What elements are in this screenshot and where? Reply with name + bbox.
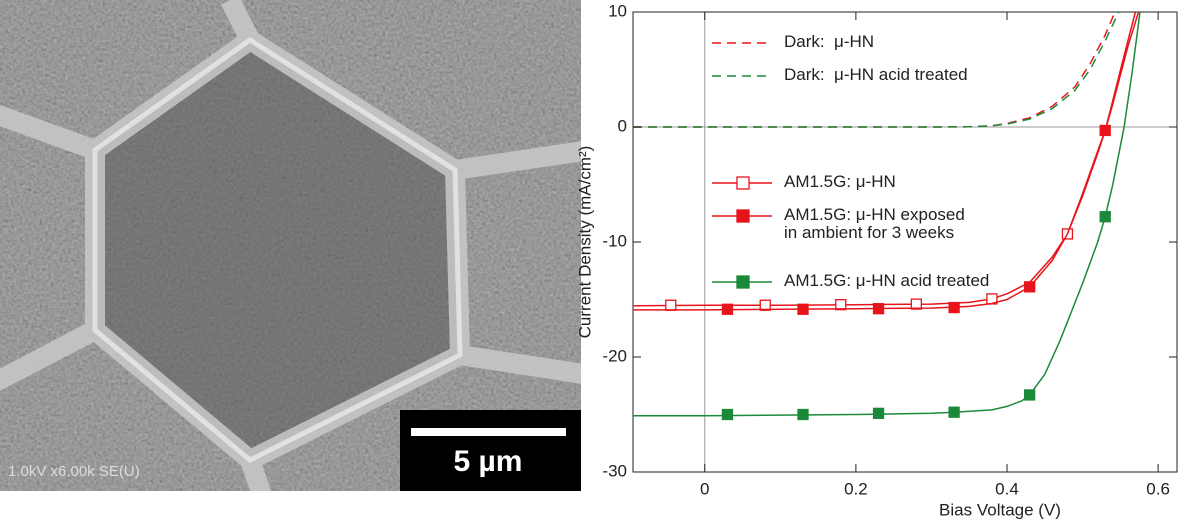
figure: 5 µm 1.0kV x6.00k SE(U) Bias Voltage (V)… [0,0,1196,524]
scale-bar-label: 5 µm [454,445,523,478]
data-marker [874,304,884,314]
y-tick-label: -30 [602,461,627,480]
data-marker [949,407,959,417]
y-axis-label: Current Density (mA/cm²) [575,146,594,339]
data-marker [1025,390,1035,400]
sem-image [0,0,590,495]
legend-label: AM1.5G: μ-HN acid treated [784,272,989,290]
legend-label: AM1.5G: μ-HN [784,173,896,191]
data-marker [666,300,676,310]
data-marker [1025,282,1035,292]
data-marker [874,408,884,418]
page: 5 µm 1.0kV x6.00k SE(U) Bias Voltage (V)… [0,0,1196,524]
series-line [633,12,1135,310]
legend-marker [737,276,749,288]
y-tick-label: 10 [608,1,627,20]
legend-label: Dark: μ-HN [784,33,874,51]
sem-caption: 1.0kV x6.00k SE(U) [8,463,140,480]
y-tick-label: 0 [618,116,627,135]
series-line [633,12,1139,306]
legend-marker [737,177,749,189]
data-marker [798,304,808,314]
x-tick-label: 0.6 [1146,479,1170,498]
legend-label: AM1.5G: μ-HN exposed in ambient for 3 we… [784,206,965,242]
x-tick-label: 0.2 [844,479,868,498]
data-marker [1100,212,1110,222]
data-marker [798,410,808,420]
data-marker [949,303,959,313]
x-tick-label: 0.4 [995,479,1019,498]
x-axis-label: Bias Voltage (V) [939,500,1061,519]
x-tick-label: 0 [700,479,709,498]
y-tick-label: -10 [602,231,627,250]
y-tick-label: -20 [602,346,627,365]
data-marker [722,304,732,314]
data-marker [1100,125,1110,135]
data-marker [722,410,732,420]
legend-marker [737,210,749,222]
legend-label: Dark: μ-HN acid treated [784,66,968,84]
